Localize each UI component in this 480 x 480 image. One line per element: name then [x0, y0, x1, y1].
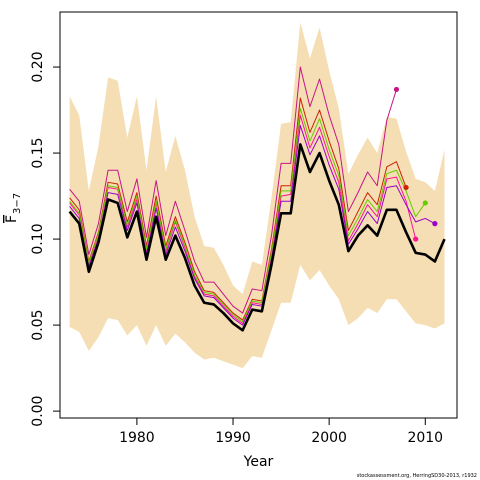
retro-endpoint-1: [393, 86, 400, 93]
x-tick-label-1990: 1990: [215, 430, 251, 446]
series-layer: [68, 66, 446, 332]
y-tick-label-0.05: 0.05: [30, 310, 46, 341]
retro-endpoint-3: [413, 236, 419, 242]
confidence-band-layer: [69, 22, 445, 369]
y-axis-title-subscript: 3−7: [12, 193, 23, 214]
x-tick-label-1980: 1980: [119, 430, 155, 446]
y-tick-label-0.20: 0.20: [30, 51, 46, 82]
y-tick-label-0.15: 0.15: [30, 137, 46, 168]
retro-line-4: [69, 107, 426, 323]
retro-endpoint-5: [432, 221, 438, 227]
retro-line-1: [69, 66, 397, 314]
x-axis: 1980 1990 2000 2010: [119, 418, 443, 446]
retro-endpoint-4: [422, 200, 428, 206]
plot-frame: [59, 11, 458, 419]
endpoint-layer: [393, 86, 438, 242]
retro-endpoint-2: [403, 184, 409, 191]
x-tick-label-2010: 2010: [407, 430, 443, 446]
retro-line-2: [69, 97, 407, 321]
y-tick-label-0.00: 0.00: [30, 396, 46, 427]
y-axis: 0.00 0.05 0.10 0.15 0.20: [30, 51, 60, 427]
y-tick-label-0.10: 0.10: [30, 223, 46, 254]
y-axis-title: F 3−7: [4, 193, 23, 223]
y-axis-title-main: F: [4, 215, 20, 223]
retro-line-3: [69, 114, 417, 324]
main-estimate-line: [68, 143, 446, 332]
x-tick-label-2000: 2000: [311, 430, 347, 446]
confidence-band: [69, 22, 445, 369]
x-axis-title: Year: [243, 454, 274, 470]
source-footnote: stockassessment.org, HerringSD30-2013, r…: [357, 473, 477, 479]
retro-line-5: [69, 125, 436, 326]
